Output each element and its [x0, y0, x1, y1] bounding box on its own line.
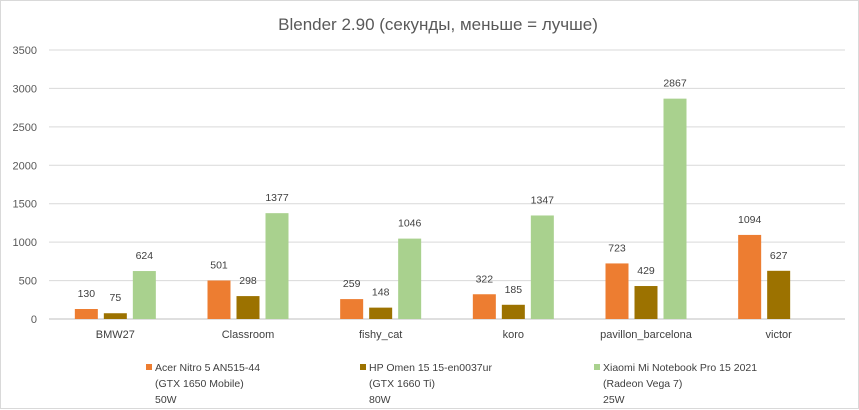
y-tick-label: 3500 [13, 45, 37, 57]
bar [103, 313, 127, 319]
data-label: 624 [136, 250, 154, 262]
bar [207, 280, 231, 319]
x-category-label: fishy_cat [359, 329, 402, 341]
legend-label: Acer Nitro 5 AN515-44 [155, 362, 260, 374]
data-label: 429 [637, 265, 655, 277]
x-category-label: Classroom [222, 329, 275, 341]
legend-label: 80W [369, 394, 391, 406]
bar [265, 213, 289, 319]
x-category-label: BMW27 [96, 329, 135, 341]
data-label: 322 [476, 273, 494, 285]
data-label: 130 [78, 288, 96, 300]
data-label: 1046 [398, 218, 422, 230]
data-labels: 130 75 624 501 298 1377 259 148 1046 322 185 1347 72… [78, 78, 788, 305]
data-label: 1377 [265, 192, 289, 204]
x-category-label: koro [503, 329, 524, 341]
y-tick-label: 0 [31, 314, 37, 326]
legend-label: (GTX 1660 Ti) [369, 378, 435, 390]
x-category-label: pavillon_barcelona [600, 329, 693, 341]
y-tick-label: 2500 [13, 122, 37, 134]
chart-title: Blender 2.90 (секунды, меньше = лучше) [278, 15, 598, 34]
bar [767, 270, 791, 319]
legend-label: (GTX 1650 Mobile) [155, 378, 244, 390]
bar [340, 299, 364, 319]
y-tick-label: 1000 [13, 237, 37, 249]
x-category-label: victor [766, 329, 793, 341]
data-label: 185 [505, 284, 523, 296]
bar [663, 98, 687, 319]
data-label: 148 [372, 287, 390, 299]
bar [605, 263, 629, 319]
data-label: 627 [770, 250, 788, 262]
bar [132, 271, 156, 319]
bar [738, 234, 762, 319]
data-label: 75 [109, 292, 121, 304]
data-label: 1094 [738, 214, 762, 226]
legend-label: (Radeon Vega 7) [603, 378, 682, 390]
data-label: 723 [608, 242, 626, 254]
legend-swatch [594, 364, 600, 370]
data-label: 1347 [531, 194, 555, 206]
bars [74, 98, 791, 319]
legend-label: 25W [603, 394, 625, 406]
y-axis-ticks: 0 500 1000 1500 2000 2500 3000 3500 [13, 45, 37, 326]
bar [369, 307, 393, 319]
x-axis-categories: BMW27 Classroom fishy_cat koro pavillon_barc… [96, 329, 792, 341]
data-label: 501 [210, 259, 228, 271]
data-label: 298 [239, 275, 257, 287]
y-tick-label: 1500 [13, 199, 37, 211]
legend-label: HP Omen 15 15-en0037ur [369, 362, 492, 374]
y-tick-label: 500 [19, 276, 37, 288]
legend-swatch [360, 364, 366, 370]
legend: Acer Nitro 5 AN515-44 (GTX 1650 Mobile) 50… [146, 362, 757, 406]
data-label: 259 [343, 278, 361, 290]
bar [501, 304, 525, 319]
gridlines [49, 49, 845, 320]
bar [530, 215, 554, 319]
bar [634, 286, 658, 319]
legend-label: Xiaomi Mi Notebook Pro 15 2021 [603, 362, 757, 374]
bar [398, 238, 422, 319]
y-tick-label: 3000 [13, 83, 37, 95]
data-label: 2867 [663, 78, 687, 90]
bar [74, 309, 98, 319]
bar [472, 294, 496, 319]
legend-swatch [146, 364, 152, 370]
y-tick-label: 2000 [13, 160, 37, 172]
legend-label: 50W [155, 394, 177, 406]
bar [236, 296, 260, 319]
